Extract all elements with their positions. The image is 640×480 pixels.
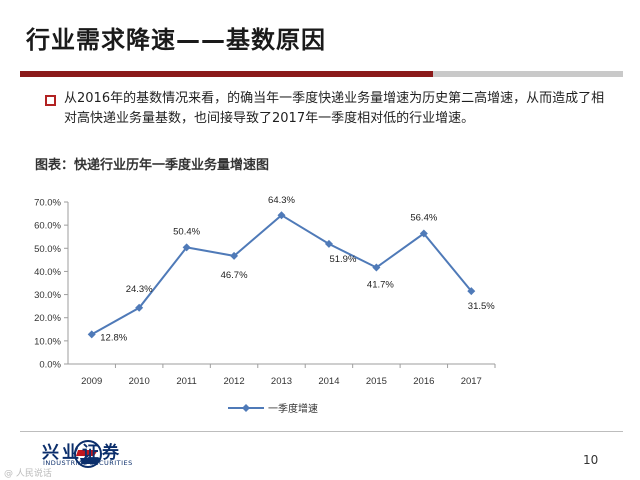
data-label: 50.4% xyxy=(173,226,200,237)
x-tick-label: 2011 xyxy=(176,376,196,387)
data-point-marker xyxy=(372,263,381,272)
bullet-text: 从2016年的基数情况来看，的确当年一季度快递业务量增速为历史第二高增速，从而造… xyxy=(64,91,605,126)
data-label: 24.3% xyxy=(126,284,153,295)
page-title: 行业需求降速——基数原因 xyxy=(26,26,326,54)
data-label: 64.3% xyxy=(268,195,295,206)
legend-marker xyxy=(242,404,250,412)
y-tick-label: 40.0% xyxy=(34,267,61,278)
data-point-marker xyxy=(419,229,428,238)
y-tick-label: 50.0% xyxy=(34,244,61,255)
data-point-marker xyxy=(230,251,239,260)
data-point-marker xyxy=(277,211,286,220)
data-point-marker xyxy=(135,303,144,312)
data-point-marker xyxy=(324,239,333,248)
company-logo-icon xyxy=(74,440,102,468)
data-label: 51.9% xyxy=(329,254,356,265)
data-label: 46.7% xyxy=(221,270,248,281)
x-tick-label: 2013 xyxy=(271,376,292,387)
x-tick-label: 2012 xyxy=(223,376,244,387)
legend-label: 一季度增速 xyxy=(268,402,318,415)
company-name-en: INDUSTRIAL SECURITIES xyxy=(43,459,133,467)
x-tick-label: 2010 xyxy=(129,376,150,387)
company-name: 兴业证券 xyxy=(42,443,122,463)
watermark: @ 人民说话 xyxy=(4,469,52,479)
line-chart: 0.0% 10.0% 20.0% 30.0% 40.0% 50.0% 60.0% 70.0% 2… xyxy=(34,195,496,415)
x-tick-label: 2017 xyxy=(461,376,482,387)
data-point-marker xyxy=(467,287,476,296)
title-underline-grey xyxy=(433,71,623,77)
x-tick-label: 2014 xyxy=(318,376,339,387)
chart-caption: 图表：快递行业历年一季度业务量增速图 xyxy=(35,158,270,173)
series-line xyxy=(91,213,473,336)
data-point-marker xyxy=(87,330,96,339)
title-underline-red xyxy=(20,71,433,77)
y-tick-label: 0.0% xyxy=(39,360,61,371)
y-tick-label: 60.0% xyxy=(34,221,61,232)
x-tick-label: 2016 xyxy=(413,376,434,387)
x-tick-label: 2015 xyxy=(366,376,387,387)
data-label: 31.5% xyxy=(468,301,495,312)
data-label: 41.7% xyxy=(367,279,394,290)
y-tick-label: 20.0% xyxy=(34,313,61,324)
data-point-marker xyxy=(182,243,191,252)
bullet-square-icon xyxy=(45,95,56,106)
y-tick-label: 30.0% xyxy=(34,290,61,301)
data-label: 56.4% xyxy=(410,212,437,223)
y-tick-label: 70.0% xyxy=(34,198,61,209)
y-tick-label: 10.0% xyxy=(34,336,61,347)
data-label: 12.8% xyxy=(100,332,127,343)
footer-divider xyxy=(20,431,623,432)
page-number: 10 xyxy=(583,453,599,467)
x-tick-label: 2009 xyxy=(81,376,102,387)
